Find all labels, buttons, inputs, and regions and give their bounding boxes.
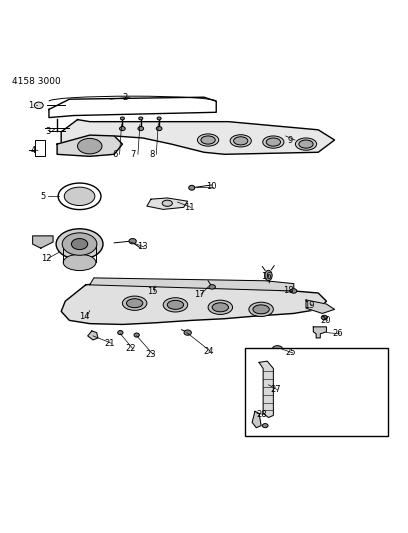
Ellipse shape (58, 183, 101, 209)
Polygon shape (61, 119, 335, 154)
Ellipse shape (64, 187, 95, 206)
Text: 19: 19 (304, 301, 315, 310)
Text: 25: 25 (286, 349, 296, 358)
Text: 15: 15 (147, 287, 157, 296)
Text: 5: 5 (41, 192, 46, 201)
Text: 16: 16 (261, 272, 272, 281)
Ellipse shape (120, 117, 124, 120)
Text: 28: 28 (256, 410, 267, 419)
Ellipse shape (139, 117, 143, 120)
Ellipse shape (197, 134, 219, 146)
Ellipse shape (63, 254, 96, 271)
Ellipse shape (208, 300, 233, 314)
Ellipse shape (295, 138, 317, 150)
Ellipse shape (265, 270, 272, 280)
Text: 1: 1 (29, 101, 34, 110)
Text: 11: 11 (184, 203, 194, 212)
Ellipse shape (299, 140, 313, 148)
Ellipse shape (167, 301, 184, 309)
Text: 23: 23 (146, 350, 156, 359)
Ellipse shape (162, 200, 172, 206)
Ellipse shape (290, 289, 297, 293)
Text: 18: 18 (284, 286, 294, 295)
Ellipse shape (209, 285, 215, 289)
Polygon shape (49, 97, 216, 118)
Polygon shape (147, 198, 188, 209)
Ellipse shape (249, 302, 273, 317)
Text: 17: 17 (194, 290, 204, 298)
Ellipse shape (122, 296, 147, 310)
Text: 27: 27 (270, 385, 281, 394)
Ellipse shape (266, 138, 281, 146)
Text: 21: 21 (104, 338, 115, 348)
Polygon shape (259, 361, 273, 417)
Ellipse shape (34, 102, 43, 109)
Ellipse shape (262, 424, 268, 427)
Polygon shape (88, 331, 98, 340)
Polygon shape (90, 278, 294, 291)
Ellipse shape (134, 333, 139, 337)
Ellipse shape (233, 137, 248, 145)
Bar (35, 140, 45, 156)
Text: 12: 12 (41, 254, 51, 263)
Ellipse shape (71, 239, 88, 249)
Text: 3: 3 (45, 126, 50, 135)
Ellipse shape (120, 126, 125, 131)
Polygon shape (252, 411, 261, 427)
Ellipse shape (129, 239, 136, 244)
Ellipse shape (253, 305, 269, 314)
Text: 24: 24 (203, 347, 214, 356)
Bar (245, 348, 388, 436)
Ellipse shape (272, 346, 282, 352)
Ellipse shape (230, 135, 251, 147)
Text: 20: 20 (320, 316, 331, 325)
Text: 4158 3000: 4158 3000 (12, 77, 61, 86)
Text: 7: 7 (131, 150, 136, 159)
Polygon shape (33, 236, 53, 248)
Text: 22: 22 (126, 344, 136, 353)
Ellipse shape (321, 315, 327, 320)
Text: 14: 14 (80, 312, 90, 321)
Text: 26: 26 (333, 329, 343, 338)
Ellipse shape (126, 298, 143, 308)
Text: 9: 9 (288, 135, 293, 144)
Ellipse shape (156, 126, 162, 131)
Ellipse shape (263, 136, 284, 148)
Text: 6: 6 (112, 150, 118, 159)
Text: 13: 13 (137, 243, 147, 252)
Ellipse shape (157, 117, 161, 120)
Polygon shape (313, 327, 326, 338)
Ellipse shape (212, 303, 228, 312)
Ellipse shape (201, 136, 215, 144)
Text: 8: 8 (149, 150, 154, 159)
Ellipse shape (118, 330, 123, 335)
Polygon shape (57, 135, 122, 156)
Text: 4: 4 (31, 146, 36, 155)
Ellipse shape (184, 330, 191, 335)
Text: 2: 2 (122, 93, 128, 102)
Ellipse shape (78, 139, 102, 154)
Polygon shape (61, 283, 326, 325)
Ellipse shape (163, 298, 188, 312)
Ellipse shape (62, 233, 97, 255)
Ellipse shape (56, 229, 103, 260)
Ellipse shape (138, 126, 144, 131)
Text: 10: 10 (206, 182, 217, 191)
Ellipse shape (188, 185, 195, 190)
Polygon shape (306, 300, 335, 313)
